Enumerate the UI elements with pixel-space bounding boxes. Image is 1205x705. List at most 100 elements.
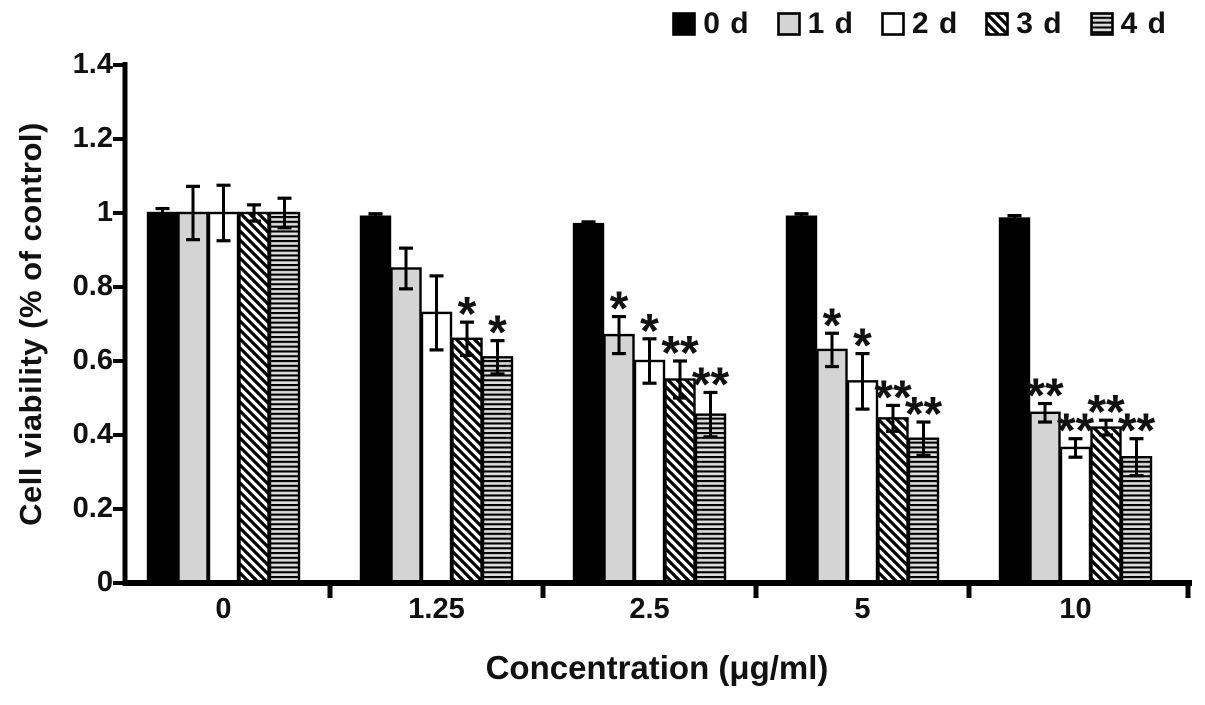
error-bar-4d-conc-1.25 (490, 339, 505, 376)
bar-0d-conc-2.5 (572, 222, 605, 585)
significance-marker-1d-conc-5: * (823, 299, 842, 352)
error-bar-1d-conc-5 (825, 331, 839, 369)
bars-layer (146, 211, 1153, 585)
error-bar-4d-conc-5 (916, 420, 931, 457)
significance-marker-4d-conc-2.5: ** (692, 358, 730, 411)
significance-marker-3d-conc-5: ** (874, 371, 912, 424)
significance-marker-4d-conc-1.25: * (488, 307, 507, 360)
legend-swatch-3d (985, 12, 1010, 36)
error-bar-2d-conc-1.25 (429, 274, 444, 352)
legend-label-4d: 4 d (1120, 7, 1167, 40)
bar-1d-conc-10 (1029, 411, 1061, 585)
bar-4d-conc-5 (907, 437, 940, 585)
y-tick-label-0.8: 0.8 (72, 269, 113, 302)
error-bar-2d-conc-0 (216, 183, 231, 243)
y-axis-title: Cell viability (% of control) (13, 122, 48, 526)
bar-4d-conc-0 (268, 211, 301, 585)
error-bar-3d-conc-5 (886, 403, 900, 433)
error-bar-4d-conc-0 (277, 196, 292, 230)
error-bar-1d-conc-0 (186, 184, 200, 242)
legend-swatch-4d (1089, 12, 1114, 36)
bar-1d-conc-1.25 (390, 267, 422, 585)
bar-2d-conc-2.5 (633, 359, 666, 585)
error-bar-3d-conc-1.25 (460, 320, 474, 358)
significance-marker-2d-conc-2.5: * (640, 305, 659, 358)
legend-label-0d: 0 d (703, 7, 750, 40)
legend-label-3d: 3 d (1016, 7, 1063, 40)
error-bar-0d-conc-2.5 (581, 220, 596, 228)
significance-marker-4d-conc-10: ** (1118, 405, 1156, 458)
significance-marker-3d-conc-10: ** (1087, 386, 1125, 439)
bar-4d-conc-2.5 (694, 413, 727, 585)
legend-item-2d: 2 d (881, 7, 958, 41)
legend-swatch-2d (881, 12, 905, 36)
legend-swatch-1d (776, 12, 801, 36)
x-tick-label-10: 10 (1059, 593, 1092, 625)
error-bar-2d-conc-5 (855, 352, 870, 411)
y-tick-label-1.4: 1.4 (72, 47, 113, 80)
bar-2d-conc-0 (207, 211, 240, 585)
significance-marker-3d-conc-1.25: * (458, 288, 477, 341)
error-bar-1d-conc-2.5 (612, 315, 626, 356)
error-bar-0d-conc-10 (1007, 213, 1022, 224)
y-tick-label-0.2: 0.2 (72, 491, 113, 524)
bar-3d-conc-10 (1090, 426, 1122, 585)
error-bar-0d-conc-1.25 (368, 212, 383, 222)
y-tick-label-1.2: 1.2 (72, 121, 113, 154)
error-bar-1d-conc-1.25 (399, 246, 413, 291)
error-bar-3d-conc-2.5 (673, 359, 687, 400)
significance-marker-1d-conc-10: ** (1026, 370, 1064, 423)
error-bar-0d-conc-0 (155, 206, 170, 220)
y-tick-label-0.6: 0.6 (72, 343, 113, 376)
significance-marker-1d-conc-2.5: * (610, 283, 629, 336)
error-bar-3d-conc-10 (1099, 418, 1113, 437)
error-bar-2d-conc-10 (1068, 437, 1083, 459)
legend-swatch-0d (672, 12, 697, 36)
bar-0d-conc-0 (146, 211, 179, 585)
y-tick-label-1: 1 (96, 195, 113, 228)
bar-1d-conc-5 (816, 348, 848, 585)
error-bar-3d-conc-0 (247, 203, 261, 223)
significance-marker-2d-conc-10: ** (1057, 405, 1095, 458)
bar-2d-conc-5 (846, 380, 879, 585)
bar-2d-conc-10 (1059, 446, 1092, 585)
legend-item-0d: 0 d (672, 7, 749, 41)
error-bar-4d-conc-2.5 (703, 390, 718, 439)
significance-marker-2d-conc-5: * (853, 320, 872, 373)
bar-1d-conc-2.5 (603, 333, 635, 585)
bar-1d-conc-0 (177, 211, 209, 585)
error-bar-2d-conc-2.5 (642, 337, 657, 385)
legend-label-2d: 2 d (911, 7, 959, 40)
error-bar-4d-conc-10 (1129, 437, 1144, 478)
x-tick-label-1.25: 1.25 (408, 593, 465, 625)
error-bar-1d-conc-10 (1038, 401, 1052, 424)
bar-0d-conc-5 (785, 215, 818, 585)
bar-3d-conc-1.25 (451, 337, 483, 585)
bar-3d-conc-0 (238, 211, 270, 585)
bar-2d-conc-1.25 (420, 311, 453, 585)
bar-3d-conc-5 (877, 417, 909, 585)
x-tick-label-5: 5 (854, 593, 871, 625)
legend-item-4d: 4 d (1089, 7, 1167, 41)
legend: 0 d 1 d 2 d 3 d 4 d (672, 7, 1167, 41)
y-tick-label-0: 0 (96, 565, 113, 598)
significance-marker-3d-conc-2.5: ** (661, 327, 699, 380)
axes-layer (113, 62, 1192, 598)
y-tick-label-0.4: 0.4 (72, 417, 113, 450)
bar-3d-conc-2.5 (664, 378, 696, 585)
significance-layer: * **** ******** ******* ** (458, 283, 1156, 458)
legend-item-3d: 3 d (985, 7, 1062, 41)
error-bars-layer (155, 183, 1144, 478)
error-bar-0d-conc-5 (794, 212, 809, 222)
x-axis-title: Concentration (μg/ml) (485, 649, 829, 686)
significance-marker-4d-conc-5: ** (905, 388, 943, 441)
bar-0d-conc-1.25 (359, 215, 392, 585)
x-tick-label-2.5: 2.5 (629, 593, 670, 625)
bar-4d-conc-1.25 (481, 356, 514, 585)
legend-item-1d: 1 d (776, 7, 854, 41)
x-tick-label-0: 0 (215, 593, 232, 625)
bar-0d-conc-10 (998, 217, 1031, 585)
legend-label-1d: 1 d (807, 7, 854, 40)
